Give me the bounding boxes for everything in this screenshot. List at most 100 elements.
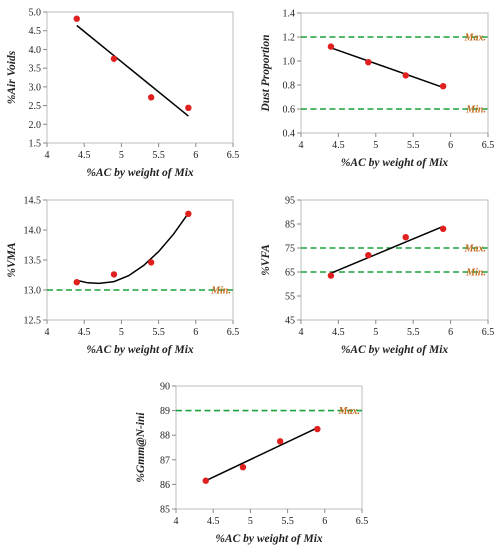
x-tick-label: 6.5 [356,516,369,527]
data-point [110,271,118,278]
chart-panel-4: 4 4.5 5 5.5 6 6.5 45 55 65 75 85 95 %AC by weight of… [260,196,494,357]
y-tick-label: 45 [285,316,295,327]
x-tick-label: 4.5 [78,327,91,338]
x-tick-label: 5 [248,516,253,527]
y-tick-label: 0.8 [283,81,296,92]
x-tick-label: 5.5 [152,150,165,161]
data-point [185,104,192,112]
x-tick-label: 4 [174,516,179,527]
y-tick-label: 2.5 [29,101,42,112]
x-tick-label: 4 [299,140,304,151]
x-tick-label: 4 [45,150,50,161]
x-tick-label: 5 [373,140,378,151]
trend-curve [76,212,190,285]
reference-label: Max. [338,406,360,417]
data-point [327,43,335,50]
x-axis-title: %AC by weight of Mix [215,533,323,545]
y-tick-label: 95 [285,196,295,207]
data-point [327,272,335,279]
x-tick-label: 5 [119,327,124,338]
y-tick-label: 14.5 [24,196,42,207]
reference-label: Max. [464,33,486,44]
y-tick-label: 1.2 [283,33,296,44]
plot-frame [300,199,489,321]
x-tick-label: 6.5 [227,327,240,338]
y-tick-label: 3.5 [29,64,42,75]
y-tick-label: 86 [160,480,170,491]
plot-frame [46,11,234,144]
y-tick-label: 89 [160,406,170,417]
x-tick-label: 5.5 [407,327,420,338]
data-point [402,72,409,79]
y-tick-label: 0.6 [283,105,296,116]
data-point [365,252,372,259]
data-point [402,234,409,241]
y-tick-label: 85 [160,505,170,516]
trend-line [330,225,444,274]
y-tick-label: 4.0 [29,45,42,56]
y-tick-label: 65 [285,268,295,279]
y-tick-label: 1.0 [283,57,296,68]
chart-panel-3: 4 4.5 5 5.5 6 6.5 12.5 13.0 13.5 14.0 14.5 %AC by w… [6,196,239,357]
x-tick-label: 6 [193,327,198,338]
trend-line [205,427,318,482]
y-tick-label: 1.4 [283,9,296,20]
y-axis-title: %Air Voids [6,50,18,104]
data-point [239,463,247,471]
x-tick-label: 5.5 [152,327,165,338]
x-tick-label: 6 [193,150,198,161]
y-tick-label: 12.5 [24,316,42,327]
data-point [110,55,118,62]
data-point [185,210,192,217]
y-tick-label: 90 [160,382,170,393]
data-point [202,477,209,484]
y-tick-label: 87 [160,455,170,466]
x-tick-label: 4.5 [207,516,220,527]
data-point [439,225,447,232]
data-point [276,438,284,445]
x-tick-label: 4.5 [332,327,345,338]
x-tick-label: 6 [322,516,327,527]
data-point [314,425,321,433]
plot-frame [46,199,234,321]
x-tick-label: 5.5 [407,140,420,151]
chart-panel-1: 4 4.5 5 5.5 6 6.5 1.5 2.0 2.5 3.0 3.5 4.0 4.5 5.0 %AC … [6,8,239,180]
x-axis-title: %AC by weight of Mix [341,344,449,356]
x-tick-label: 4.5 [332,140,345,151]
trend-line [330,47,444,89]
trend-line [76,24,189,117]
y-tick-label: 1.5 [29,139,42,150]
data-point [147,259,155,266]
y-axis-title: %VFA [260,244,272,276]
y-tick-label: 5.0 [29,8,42,19]
x-tick-label: 5.5 [281,516,294,527]
y-tick-label: 13.5 [24,256,42,267]
data-point [73,15,80,22]
x-tick-label: 6.5 [227,150,240,161]
x-axis-title: %AC by weight of Mix [86,167,194,179]
data-point [73,279,80,286]
reference-label: Min. [465,268,486,279]
y-tick-label: 55 [285,292,295,303]
y-tick-label: 75 [285,244,295,255]
data-point [365,59,372,66]
x-tick-label: 4 [299,327,304,338]
y-tick-label: 4.5 [29,26,42,37]
x-tick-label: 6.5 [482,327,495,338]
reference-label: Min. [465,105,486,116]
x-tick-label: 5 [373,327,378,338]
x-tick-label: 6 [448,327,453,338]
chart-panel-2: 4 4.5 5 5.5 6 6.5 0.4 0.6 0.8 1.0 1.2 1.4 %AC by wei… [260,9,494,170]
y-tick-label: 14.0 [24,226,42,237]
x-tick-label: 4 [45,327,50,338]
y-tick-label: 3.0 [29,82,42,93]
x-tick-label: 6 [448,140,453,151]
data-point [147,94,155,101]
y-tick-label: 85 [285,220,295,231]
plot-frame [300,12,489,134]
reference-label: Max. [464,244,486,255]
y-tick-label: 88 [160,431,170,442]
x-tick-label: 5 [119,150,124,161]
y-tick-label: 13.0 [24,286,42,297]
